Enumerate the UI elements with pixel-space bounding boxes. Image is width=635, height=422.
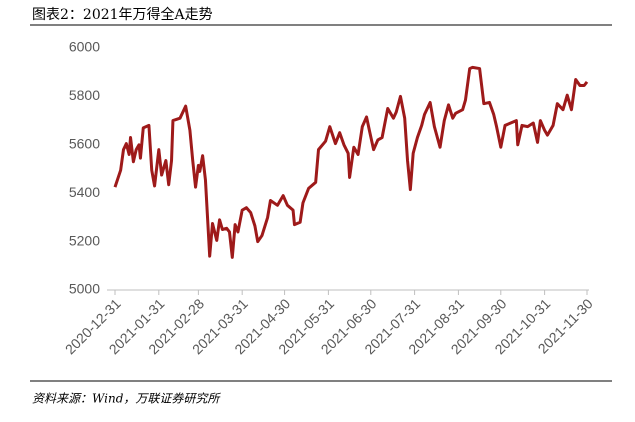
price-line xyxy=(113,65,589,259)
y-tick-label: 5200 xyxy=(69,232,100,248)
y-tick-label: 5400 xyxy=(69,184,100,200)
y-tick-label: 5800 xyxy=(69,87,100,103)
y-tick-label: 6000 xyxy=(69,39,100,55)
y-tick-label: 5600 xyxy=(69,136,100,152)
source-note: 资料来源：Wind，万联证券研究所 xyxy=(32,392,221,406)
figure-title: 图表2：2021年万得全A走势 xyxy=(32,6,213,23)
plot: 5000520054005600580060002020-12-312021-0… xyxy=(62,39,596,358)
y-tick-label: 5000 xyxy=(69,281,100,297)
